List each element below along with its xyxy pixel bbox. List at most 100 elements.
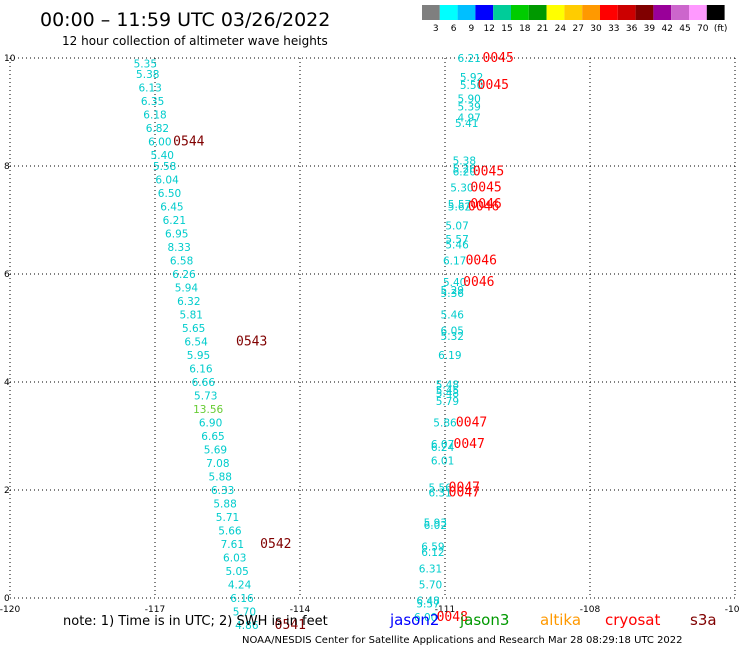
swh-value-label: 5.62 (448, 202, 471, 214)
color-scale-label: 45 (679, 24, 690, 34)
swh-value-label: 6.24 (431, 442, 455, 454)
x-tick-label: -117 (145, 605, 165, 615)
swh-value-label: 6.31 (419, 563, 442, 575)
color-scale-label: 42 (661, 24, 672, 34)
swh-value-label: 5.30 (450, 183, 473, 195)
swh-value-label: 6.59 (421, 542, 444, 554)
swh-value-label: 5.29 (441, 285, 464, 297)
swh-value-label: 6.66 (192, 377, 216, 389)
swh-value-label: 5.57 (416, 598, 439, 610)
swh-value-label: 6.16 (230, 593, 254, 605)
pass-time-label: 0543 (236, 335, 267, 350)
pass-time-label: 0046 (463, 275, 494, 290)
satellite-legend-entry: s3a (690, 611, 717, 629)
color-scale-label: 24 (555, 24, 567, 34)
satellite-legend-entry: cryosat (605, 611, 660, 629)
swh-value-label: 5.56 (428, 482, 452, 494)
swh-value-label: 13.56 (193, 404, 223, 416)
swh-value-label: 6.07 (431, 439, 454, 451)
pass-time-label: 0047 (449, 486, 480, 501)
swh-value-label: 6.45 (160, 202, 183, 214)
swh-value-label: 5.46 (445, 239, 469, 251)
swh-value-label: 6.17 (443, 256, 466, 268)
pass-time-label: 0046 (466, 254, 497, 269)
swh-value-label: 7.61 (221, 539, 244, 551)
swh-value-label: 5.07 (445, 220, 468, 232)
swh-value-label: 5.45 (436, 385, 459, 397)
color-scale-label: 30 (590, 24, 602, 34)
swh-value-label: 5.38 (453, 156, 476, 168)
pass-time-label: 0045 (470, 181, 501, 196)
x-tick-label: -108 (580, 605, 601, 615)
swh-value-label: 5.36 (441, 288, 465, 300)
swh-value-label: 5.38 (136, 69, 159, 81)
swh-value-label: 6.90 (199, 418, 222, 430)
color-scale-cell (706, 5, 725, 20)
color-scale-cell (689, 5, 707, 20)
axis-ticks: -120 -117 -114 -111 -108 -105 0 2 4 6 8 10 (0, 54, 740, 615)
swh-value-label: 6.12 (421, 547, 444, 559)
swh-value-label: 5.81 (180, 310, 203, 322)
swh-value-label: 6.19 (438, 350, 461, 362)
swh-value-label: 6.35 (141, 96, 164, 108)
y-tick-label: 6 (4, 270, 10, 280)
x-tick-label: -105 (725, 605, 740, 615)
swh-value-label: 5.66 (218, 526, 242, 538)
color-scale-cell (635, 5, 654, 20)
swh-value-label: 5.88 (209, 472, 232, 484)
color-scale-legend: 3 6 9 12 15 18 21 24 27 30 33 36 39 42 45 70 (ft) (422, 5, 727, 34)
color-scale-label: 33 (608, 24, 619, 34)
swh-value-label: 6.13 (138, 83, 161, 95)
color-scale-cell (546, 5, 565, 20)
pass-time-label: 0045 (483, 51, 514, 66)
pass-time-label: 0048 (437, 610, 468, 625)
color-scale-label: 18 (519, 24, 531, 34)
footer-note: note: 1) Time is in UTC; 2) SWH is in fe… (63, 614, 328, 629)
y-tick-label: 8 (4, 162, 10, 172)
y-tick-label: 10 (4, 54, 16, 64)
swh-value-label: 5.58 (153, 161, 176, 173)
satellite-legend-entry: jason3 (459, 611, 509, 629)
y-tick-label: 2 (4, 486, 10, 496)
color-scale-cell (600, 5, 618, 20)
color-scale-cell (617, 5, 636, 20)
swh-value-label: 6.00 (148, 137, 171, 149)
swh-value-label: 5.94 (175, 283, 199, 295)
swh-value-label: 5.40 (151, 150, 174, 162)
color-scale-cell (475, 5, 494, 20)
pass-time-label: 0047 (456, 416, 487, 431)
swh-value-label: 6.32 (177, 296, 200, 308)
swh-value-label: 5.73 (194, 391, 217, 403)
swh-value-label: 6.04 (155, 175, 179, 187)
swh-value-label: 5.57 (448, 199, 471, 211)
swh-value-label: 4.97 (457, 112, 480, 124)
swh-value-label: 4.24 (228, 580, 252, 592)
swh-value-label: 6.26 (172, 269, 196, 281)
x-tick-label: -114 (290, 605, 311, 615)
y-tick-label: 0 (4, 594, 10, 604)
swh-value-label: 6.01 (431, 455, 454, 467)
pass-time-label: 0045 (473, 164, 504, 179)
color-scale-label: 70 (697, 24, 709, 34)
color-scale-label: (ft) (714, 24, 728, 34)
swh-value-label: 5.32 (441, 331, 464, 343)
satellite-legend-entry: altika (540, 611, 581, 629)
swh-value-label: 6.48 (416, 596, 439, 608)
swh-value-label: 8.33 (167, 242, 190, 254)
swh-value-label: 6.50 (158, 188, 181, 200)
swh-value-label: 5.65 (182, 323, 205, 335)
color-scale-label: 21 (537, 24, 548, 34)
swh-value-label: 6.05 (441, 326, 464, 338)
swh-value-label: 6.82 (146, 123, 169, 135)
swh-value-label: 5.26 (453, 164, 477, 176)
swh-value-label: 5.70 (233, 607, 256, 619)
x-tick-label: -120 (0, 605, 20, 615)
pass-time-label: 0046 (470, 197, 501, 212)
color-scale-label: 3 (433, 24, 439, 34)
satellite-legend-entry: jason2 (389, 611, 439, 629)
swh-value-label: 6.33 (211, 485, 234, 497)
swh-value-label: 6.65 (201, 431, 224, 443)
swh-value-label: 5.57 (445, 234, 468, 246)
color-scale-label: 9 (469, 24, 475, 34)
